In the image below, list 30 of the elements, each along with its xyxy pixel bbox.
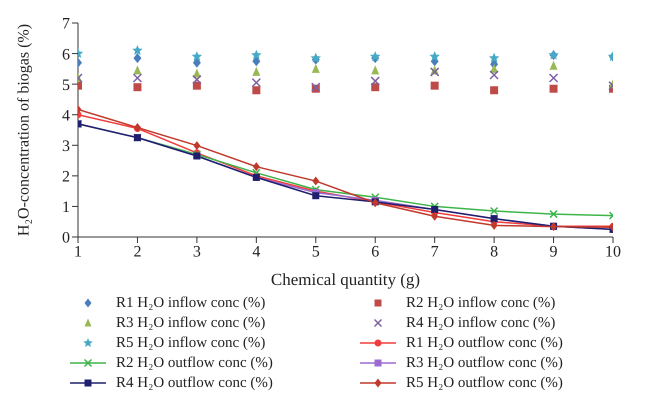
legend-label: R4 H₂O inflow conc (%) [406,314,556,333]
x-tick-label: 3 [192,243,201,260]
x-axis-title: Chemical quantity (g) [270,270,420,289]
x-tick-label: 8 [490,243,498,260]
x-tick-label: 6 [371,243,380,260]
y-tick-label: 6 [62,46,70,64]
legend-label: R1 H₂O outflow conc (%) [406,334,563,353]
legend-label: R2 H₂O inflow conc (%) [406,294,556,313]
x-tick-label: 4 [252,243,260,260]
legend-label: R5 H₂O inflow conc (%) [116,334,266,353]
y-tick-label: 0 [62,230,70,247]
y-tick-label: 5 [62,76,70,94]
y-axis-title: H₂O-concentration of biogas (%) [16,24,33,236]
legend-label: R2 H₂O outflow conc (%) [116,354,273,373]
x-tick-label: 5 [312,243,320,260]
y-tick-label: 7 [62,16,70,33]
legend-label: R1 H₂O inflow conc (%) [116,294,266,313]
legend-label: R5 H₂O outflow conc (%) [406,374,563,393]
x-tick-label: 7 [430,243,439,260]
y-tick-label: 4 [62,107,70,124]
x-tick-label: 10 [605,243,621,260]
x-tick-label: 9 [550,243,558,260]
x-tick-label: 1 [74,243,82,260]
legend-label: R4 H₂O outflow conc (%) [116,374,273,393]
y-tick-label: 3 [62,138,70,155]
legend-label: R3 H₂O inflow conc (%) [116,314,266,333]
legend-label: R3 H₂O outflow conc (%) [406,354,563,373]
y-tick-label: 1 [62,199,70,216]
y-tick-label: 2 [62,168,70,186]
x-tick-label: 2 [133,243,142,260]
